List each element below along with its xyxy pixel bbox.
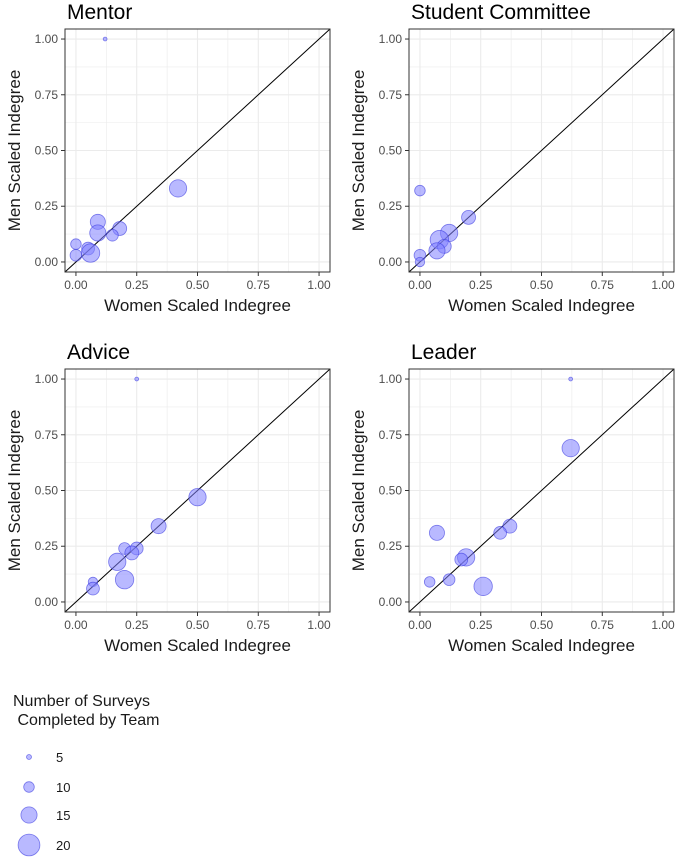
data-point xyxy=(150,518,167,535)
data-point xyxy=(168,179,188,198)
x-tick-label: 0.50 xyxy=(186,618,210,632)
chart-panel-advice: 0.00 0.25 0.50 0.75 1.00 0.00 0.25 0.50 0.75 1.00… xyxy=(5,341,331,655)
chart-panel-mentor: 0.00 0.25 0.50 0.75 1.00 0.00 0.25 0.50 0.75 1.00… xyxy=(5,1,331,315)
y-tick-label: 0.25 xyxy=(379,539,403,553)
data-point xyxy=(124,545,140,561)
legend-key-circle xyxy=(26,754,32,760)
data-point xyxy=(134,376,140,382)
data-point xyxy=(473,576,493,596)
panel-title: Advice xyxy=(67,341,130,364)
x-tick-label: 1.00 xyxy=(307,278,331,292)
x-tick-label: 0.50 xyxy=(530,278,554,292)
legend-key-label: 15 xyxy=(56,808,70,823)
data-point xyxy=(108,552,127,571)
data-point xyxy=(461,210,476,225)
x-axis-title: Women Scaled Indegree xyxy=(104,636,291,655)
data-point xyxy=(414,184,426,197)
data-point xyxy=(423,576,436,588)
x-tick-label: 0.75 xyxy=(591,618,615,632)
x-tick-label: 0.75 xyxy=(247,618,271,632)
y-tick-label: 0.00 xyxy=(35,255,59,269)
y-tick-label: 1.00 xyxy=(379,372,403,386)
x-tick-label: 0.50 xyxy=(530,618,554,632)
data-point xyxy=(568,376,574,382)
legend-key-label: 10 xyxy=(56,780,70,795)
data-point xyxy=(502,518,518,534)
x-tick-label: 0.00 xyxy=(64,278,88,292)
data-point xyxy=(102,36,108,42)
identity-reference-line xyxy=(408,368,675,613)
y-tick-label: 0.50 xyxy=(35,144,59,158)
y-tick-label: 0.25 xyxy=(379,199,403,213)
data-point xyxy=(429,524,445,541)
legend-key-circle xyxy=(20,806,38,824)
legend-key-label: 20 xyxy=(56,838,70,853)
x-tick-label: 0.25 xyxy=(125,618,149,632)
legend-key-circle xyxy=(17,833,41,857)
y-tick-label: 1.00 xyxy=(35,32,59,46)
y-tick-label: 0.75 xyxy=(379,428,403,442)
panel-title: Leader xyxy=(411,341,476,364)
y-tick-label: 1.00 xyxy=(379,32,403,46)
x-tick-label: 0.00 xyxy=(408,618,432,632)
x-tick-label: 0.75 xyxy=(247,278,271,292)
chart-panel-student-committee: 0.00 0.25 0.50 0.75 1.00 0.00 0.25 0.50 0.75 1.00… xyxy=(349,1,675,315)
panel-title: Mentor xyxy=(67,1,132,24)
x-tick-label: 0.25 xyxy=(469,618,493,632)
y-tick-label: 0.00 xyxy=(35,595,59,609)
x-axis-title: Women Scaled Indegree xyxy=(104,296,291,315)
y-axis-title: Men Scaled Indegree xyxy=(5,410,24,572)
data-point xyxy=(442,573,456,586)
data-point xyxy=(114,570,135,590)
y-tick-label: 0.50 xyxy=(35,484,59,498)
y-axis-title: Men Scaled Indegree xyxy=(5,70,24,232)
data-point xyxy=(428,242,446,260)
y-tick-label: 0.00 xyxy=(379,255,403,269)
x-tick-label: 1.00 xyxy=(307,618,331,632)
panel-title: Student Committee xyxy=(411,1,591,24)
legend-title: Number of Surveys xyxy=(13,693,150,710)
x-tick-label: 1.00 xyxy=(651,278,675,292)
legend-key-label: 5 xyxy=(56,750,63,765)
data-point xyxy=(89,224,107,242)
x-axis-title: Women Scaled Indegree xyxy=(448,296,635,315)
y-tick-label: 0.25 xyxy=(35,539,59,553)
x-axis-title: Women Scaled Indegree xyxy=(448,636,635,655)
x-tick-label: 0.00 xyxy=(408,278,432,292)
x-tick-label: 0.75 xyxy=(591,278,615,292)
size-legend: Number of Surveys Completed by Team 5 10 15… xyxy=(13,693,159,857)
data-point xyxy=(69,249,83,262)
y-axis-title: Men Scaled Indegree xyxy=(349,70,368,232)
y-tick-label: 0.75 xyxy=(35,88,59,102)
data-point xyxy=(188,488,207,507)
y-tick-label: 0.50 xyxy=(379,144,403,158)
y-tick-label: 0.25 xyxy=(35,199,59,213)
x-tick-label: 0.50 xyxy=(186,278,210,292)
legend-title: Completed by Team xyxy=(13,712,159,729)
x-tick-label: 0.25 xyxy=(469,278,493,292)
x-tick-label: 1.00 xyxy=(651,618,675,632)
y-tick-label: 0.75 xyxy=(35,428,59,442)
data-point xyxy=(86,581,100,596)
chart-panel-leader: 0.00 0.25 0.50 0.75 1.00 0.00 0.25 0.50 0.75 1.00… xyxy=(349,341,675,655)
x-tick-label: 0.25 xyxy=(125,278,149,292)
x-tick-label: 0.00 xyxy=(64,618,88,632)
data-point xyxy=(80,243,101,263)
y-tick-label: 0.75 xyxy=(379,88,403,102)
legend-key-circle xyxy=(23,781,35,793)
data-point xyxy=(454,552,469,567)
data-point xyxy=(561,439,580,458)
data-point xyxy=(70,238,82,250)
data-point xyxy=(414,256,426,268)
y-axis-title: Men Scaled Indegree xyxy=(349,410,368,572)
data-point xyxy=(106,228,119,242)
y-tick-label: 0.00 xyxy=(379,595,403,609)
y-tick-label: 0.50 xyxy=(379,484,403,498)
y-tick-label: 1.00 xyxy=(35,372,59,386)
data-point xyxy=(493,526,507,540)
